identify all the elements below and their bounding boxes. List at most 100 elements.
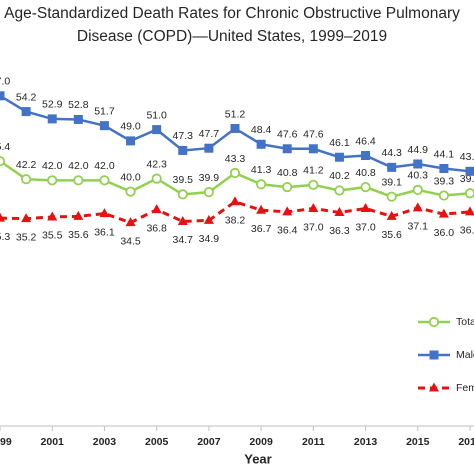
x-tick-label: 2009: [249, 436, 273, 448]
x-tick-label: 2007: [197, 436, 221, 448]
x-tick-label: 2001: [41, 436, 65, 448]
marker: [47, 114, 57, 124]
marker: [464, 188, 474, 199]
data-label: 48.4: [251, 124, 272, 136]
marker: [0, 91, 5, 101]
data-label: 39.7: [460, 173, 474, 185]
marker: [360, 181, 371, 193]
marker: [99, 121, 109, 131]
data-label: 40.3: [408, 170, 429, 182]
marker: [230, 123, 240, 133]
data-label: 44.3: [381, 147, 402, 159]
data-label: 47.3: [173, 130, 194, 142]
data-label: 47.6: [303, 129, 324, 141]
marker: [386, 191, 397, 202]
marker: [204, 143, 214, 153]
x-tick-label: 1999: [0, 436, 12, 448]
data-label: 47.6: [277, 129, 298, 141]
marker: [230, 196, 240, 206]
marker: [99, 175, 110, 186]
marker: [439, 163, 449, 173]
x-tick-label: 2003: [93, 436, 117, 448]
data-label: 40.8: [277, 167, 298, 179]
marker: [256, 139, 266, 149]
chart-title: Disease (COPD)—United States, 1999–2019: [77, 28, 387, 45]
x-tick-label: 2015: [406, 436, 430, 448]
marker: [361, 151, 371, 161]
data-label: 35.5: [42, 230, 63, 242]
marker: [465, 166, 474, 176]
legend-marker: [429, 350, 439, 360]
data-label: 40.0: [120, 171, 141, 183]
marker: [438, 190, 449, 201]
marker: [21, 213, 32, 223]
marker: [465, 206, 474, 216]
data-label: 36.7: [251, 223, 272, 235]
marker: [151, 204, 162, 214]
marker: [177, 189, 188, 200]
marker: [203, 214, 214, 224]
data-label: 44.1: [434, 148, 455, 160]
marker: [386, 210, 397, 220]
marker: [229, 167, 241, 179]
x-tick-label: 2005: [145, 436, 169, 448]
marker: [73, 175, 84, 186]
x-tick-label: 2011: [302, 436, 325, 448]
data-label: 51.7: [94, 105, 115, 117]
data-label: 35.3: [0, 231, 10, 243]
marker: [412, 184, 423, 196]
legend-label: Total: [456, 316, 474, 328]
marker: [73, 114, 83, 124]
data-label: 42.0: [68, 160, 89, 172]
marker: [308, 179, 319, 190]
marker: [438, 208, 449, 218]
marker: [125, 217, 136, 227]
marker: [0, 212, 5, 222]
marker: [99, 208, 110, 218]
chart-title: Age-Standardized Death Rates for Chronic…: [4, 5, 460, 22]
data-label: 37.1: [408, 221, 429, 233]
marker: [126, 136, 136, 146]
marker: [47, 211, 58, 221]
x-axis-title: Year: [244, 451, 271, 466]
data-label: 42.3: [146, 158, 167, 170]
data-label: 52.9: [42, 99, 63, 111]
data-label: 39.9: [199, 172, 220, 184]
data-label: 49.0: [120, 121, 141, 133]
marker: [151, 173, 162, 184]
marker: [308, 203, 319, 212]
data-label: 45.4: [0, 141, 10, 153]
data-label: 43.6: [460, 151, 474, 163]
data-label: 40.2: [329, 170, 350, 182]
marker: [0, 156, 6, 167]
marker: [360, 203, 371, 212]
legend-marker: [428, 316, 440, 328]
data-label: 41.2: [303, 165, 324, 177]
data-label: 40.8: [355, 167, 376, 179]
marker: [282, 144, 292, 154]
data-label: 39.3: [434, 175, 455, 187]
marker: [73, 210, 84, 220]
marker: [21, 107, 31, 117]
marker: [178, 145, 188, 155]
data-label: 36.1: [94, 226, 115, 238]
data-label: 38.2: [225, 215, 246, 227]
legend-label: Male: [456, 349, 474, 361]
legend-label: Female: [456, 382, 474, 394]
marker: [256, 204, 267, 214]
data-label: 36.3: [329, 225, 350, 237]
data-label: 35.6: [381, 229, 402, 241]
marker: [308, 144, 318, 154]
x-tick-label: 2013: [354, 436, 378, 448]
data-label: 34.9: [199, 233, 220, 245]
data-label: 39.1: [381, 176, 402, 188]
data-label: 42.0: [94, 160, 115, 172]
marker: [282, 206, 293, 216]
marker: [282, 181, 293, 193]
data-label: 37.0: [355, 221, 376, 233]
marker: [334, 152, 344, 162]
x-tick-label: 2017: [458, 436, 474, 448]
data-label: 36.8: [146, 222, 167, 234]
data-label: 34.5: [120, 235, 141, 247]
